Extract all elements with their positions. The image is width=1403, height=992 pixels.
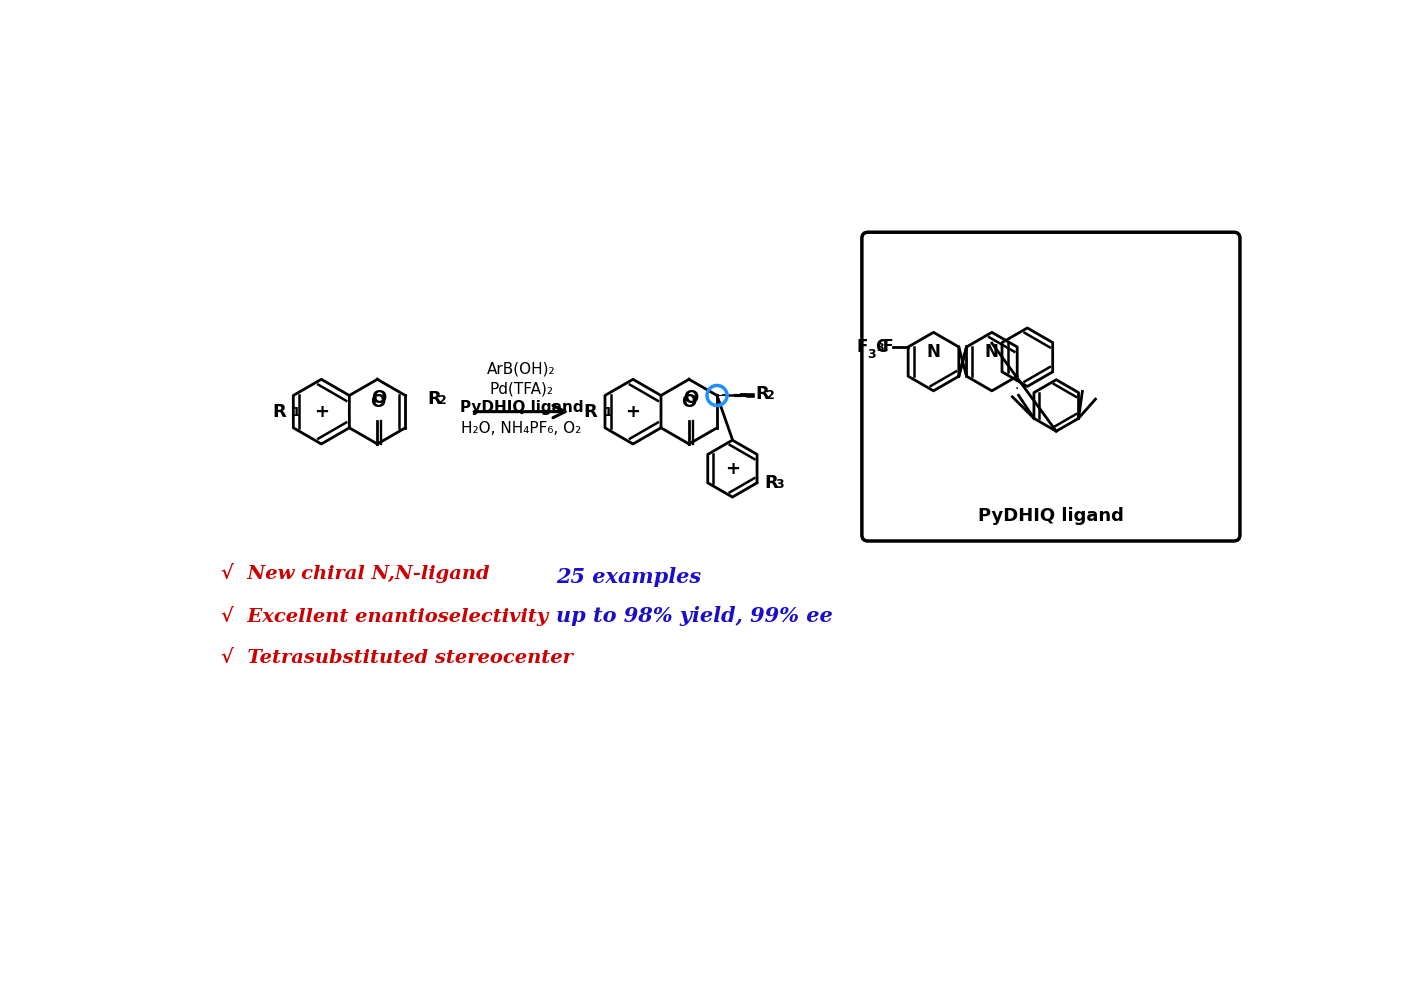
Text: 2: 2 (766, 389, 774, 402)
Text: F: F (856, 338, 867, 356)
Text: H₂O, NH₄PF₆, O₂: H₂O, NH₄PF₆, O₂ (462, 421, 581, 436)
Text: O: O (372, 389, 386, 407)
Text: ArB(OH)₂: ArB(OH)₂ (487, 362, 556, 377)
Text: 1: 1 (603, 407, 612, 420)
Text: R: R (272, 403, 286, 421)
Text: √  Excellent enantioselectivity: √ Excellent enantioselectivity (222, 606, 549, 626)
Text: F: F (882, 339, 892, 354)
Text: R: R (765, 474, 779, 492)
Text: PyDHIQ ligand: PyDHIQ ligand (460, 401, 584, 416)
Text: 3: 3 (867, 348, 875, 361)
Text: +: + (314, 403, 328, 421)
Text: 1: 1 (292, 407, 300, 420)
Text: +: + (725, 459, 739, 477)
Text: C: C (875, 338, 887, 356)
Text: O: O (683, 389, 699, 407)
Text: √  New chiral N,N-ligand: √ New chiral N,N-ligand (222, 563, 490, 583)
Text: PyDHIQ ligand: PyDHIQ ligand (978, 507, 1124, 525)
Text: O: O (682, 393, 697, 411)
Text: N: N (985, 343, 999, 361)
Text: R: R (755, 385, 769, 403)
Text: ·: · (1014, 382, 1019, 396)
Text: N: N (926, 343, 940, 361)
Text: R: R (427, 390, 441, 409)
Text: Pd(TFA)₂: Pd(TFA)₂ (490, 381, 553, 396)
Text: 2: 2 (439, 394, 448, 407)
Text: +: + (626, 403, 641, 421)
Text: O: O (370, 393, 384, 411)
FancyBboxPatch shape (861, 232, 1240, 541)
Text: 25 examples: 25 examples (556, 567, 702, 587)
Text: √  Tetrasubstituted stereocenter: √ Tetrasubstituted stereocenter (222, 649, 572, 667)
Text: 3: 3 (776, 477, 784, 491)
Text: R: R (584, 403, 598, 421)
Text: 3: 3 (875, 343, 884, 353)
Text: up to 98% yield, 99% ee: up to 98% yield, 99% ee (556, 606, 833, 626)
Text: F: F (882, 339, 892, 354)
